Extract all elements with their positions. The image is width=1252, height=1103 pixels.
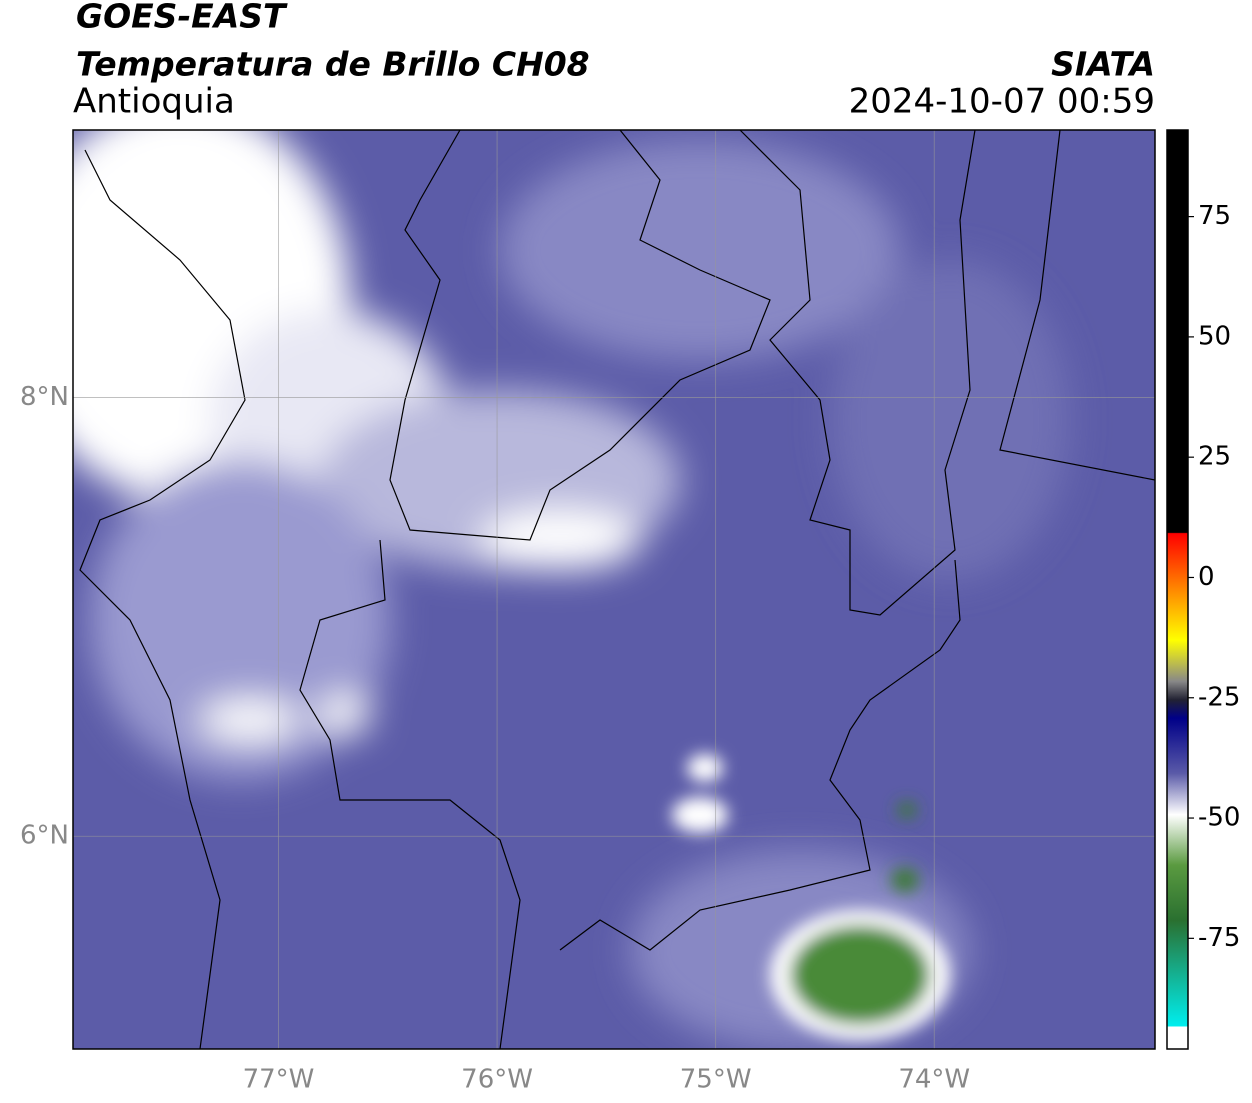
lon-tick-label: 74°W [898,1065,970,1095]
colorbar-tick-label: 75 [1198,201,1231,231]
datetime: 2024-10-07 00:59 [849,82,1155,122]
source: SIATA [1051,45,1155,84]
lon-tick-label: 75°W [680,1065,752,1095]
colorbar-tick-label: 50 [1198,321,1231,351]
map [73,130,1155,1049]
subtitle: Temperatura de Brillo CH08 [76,45,590,84]
colorbar-tick-label: -25 [1198,682,1240,712]
colorbar [1166,129,1189,1050]
colorbar-tick-label: 0 [1198,562,1215,592]
borders [299,130,1155,1049]
colorbar-tick-label: -50 [1198,803,1240,833]
graticule [73,130,1155,1049]
lon-tick-label: 76°W [461,1065,533,1095]
colorbar-tick-label: -75 [1198,923,1240,953]
region: Antioquia [73,82,235,122]
lat-tick-label: 8°N [20,382,69,412]
cold-cores [672,754,950,1040]
lon-tick-label: 77°W [243,1065,315,1095]
map-frame [72,129,1156,1050]
lat-tick-label: 6°N [20,821,69,851]
colorbar-tick-label: 25 [1198,442,1231,472]
coastline [79,149,246,1049]
title: GOES-EAST [76,0,288,36]
